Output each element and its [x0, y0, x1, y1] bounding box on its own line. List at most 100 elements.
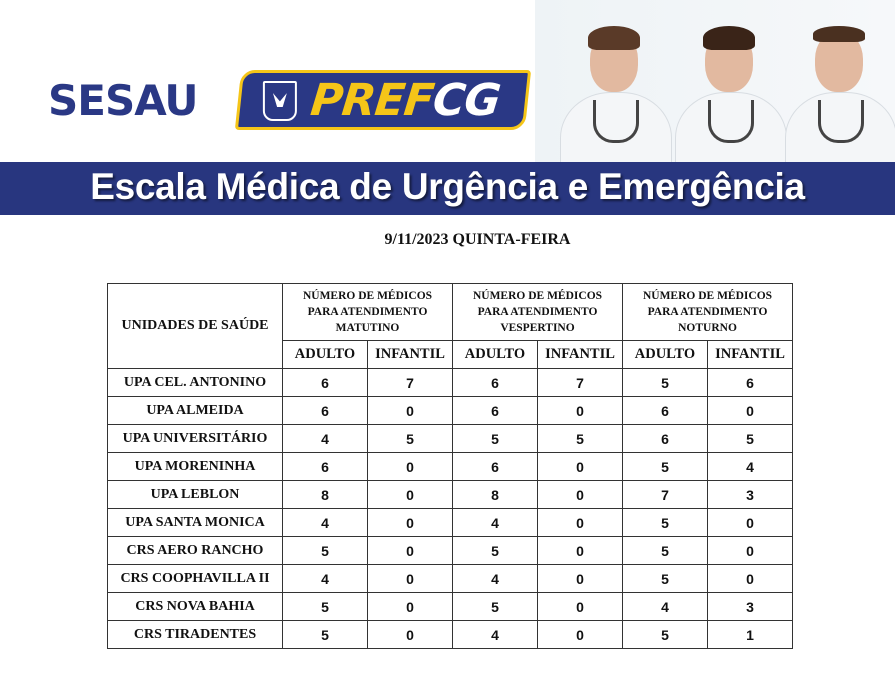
doctor-count-cell: 4 [622, 592, 708, 621]
doctor-count-cell: 5 [452, 592, 538, 621]
doctor-count-cell: 6 [707, 368, 793, 397]
schedule-date: 9/11/2023 QUINTA-FEIRA [384, 231, 571, 248]
doctor-count-cell: 5 [537, 424, 623, 453]
table-row: UPA UNIVERSITÁRIO 4 5 5 5 6 5 [107, 424, 793, 453]
subheader-adulto: ADULTO [622, 340, 708, 369]
doctor-count-cell: 6 [452, 368, 538, 397]
unit-name: UPA UNIVERSITÁRIO [107, 424, 283, 453]
doctor-count-cell: 7 [622, 480, 708, 509]
doctor-figure [555, 22, 675, 162]
doctor-count-cell: 4 [282, 508, 368, 537]
doctor-count-cell: 5 [622, 452, 708, 481]
sesau-logo: SESAU [48, 76, 199, 125]
table-row: CRS COOPHAVILLA II 4 0 4 0 5 0 [107, 564, 793, 593]
doctor-count-cell: 6 [282, 396, 368, 425]
doctor-count-cell: 4 [452, 508, 538, 537]
doctor-count-cell: 6 [622, 396, 708, 425]
doctor-count-cell: 0 [707, 536, 793, 565]
doctor-count-cell: 5 [622, 508, 708, 537]
table-row: UPA SANTA MONICA 4 0 4 0 5 0 [107, 508, 793, 537]
doctor-count-cell: 6 [452, 396, 538, 425]
doctor-count-cell: 0 [537, 564, 623, 593]
doctor-count-cell: 6 [452, 452, 538, 481]
unit-header: UNIDADES DE SAÚDE [107, 283, 283, 369]
doctor-count-cell: 5 [707, 424, 793, 453]
shift-header-vespertino: NÚMERO DE MÉDICOS PARA ATENDIMENTO VESPERT… [452, 283, 623, 341]
doctor-count-cell: 0 [537, 508, 623, 537]
doctor-count-cell: 6 [622, 424, 708, 453]
unit-name: UPA CEL. ANTONINO [107, 368, 283, 397]
doctor-count-cell: 0 [367, 592, 453, 621]
title-banner: Escala Médica de Urgência e Emergência [0, 162, 895, 215]
doctor-count-cell: 8 [282, 480, 368, 509]
table-row: CRS NOVA BAHIA 5 0 5 0 4 3 [107, 592, 793, 621]
doctor-count-cell: 1 [707, 620, 793, 649]
doctors-photo [535, 0, 895, 162]
doctor-count-cell: 0 [367, 396, 453, 425]
doctor-count-cell: 5 [282, 592, 368, 621]
unit-name: UPA MORENINHA [107, 452, 283, 481]
doctor-count-cell: 7 [367, 368, 453, 397]
doctor-count-cell: 0 [367, 480, 453, 509]
schedule-table: UNIDADES DE SAÚDE NÚMERO DE MÉDICOS PARA … [107, 283, 793, 649]
doctor-figure [670, 22, 790, 162]
doctor-count-cell: 8 [452, 480, 538, 509]
doctor-count-cell: 4 [282, 424, 368, 453]
doctor-count-cell: 5 [282, 620, 368, 649]
prefcg-logo: PREFCG [234, 70, 532, 130]
doctor-count-cell: 0 [537, 620, 623, 649]
doctor-count-cell: 5 [622, 620, 708, 649]
city-crest-icon [262, 81, 297, 121]
doctor-count-cell: 4 [452, 620, 538, 649]
page-title: Escala Médica de Urgência e Emergência [90, 166, 805, 207]
doctor-count-cell: 5 [282, 536, 368, 565]
doctor-count-cell: 5 [622, 536, 708, 565]
doctor-count-cell: 0 [367, 536, 453, 565]
doctor-count-cell: 4 [707, 452, 793, 481]
doctor-count-cell: 5 [622, 564, 708, 593]
prefcg-logo-text: PREFCG [308, 75, 502, 126]
table-row: UPA ALMEIDA 6 0 6 0 6 0 [107, 396, 793, 425]
subheader-infantil: INFANTIL [707, 340, 793, 369]
doctor-count-cell: 0 [707, 396, 793, 425]
unit-name: CRS TIRADENTES [107, 620, 283, 649]
shift-header-matutino: NÚMERO DE MÉDICOS PARA ATENDIMENTO MATUTIN… [282, 283, 453, 341]
doctor-count-cell: 5 [452, 424, 538, 453]
doctor-count-cell: 0 [537, 452, 623, 481]
table-row: UPA CEL. ANTONINO 6 7 6 7 5 6 [107, 368, 793, 397]
unit-name: UPA SANTA MONICA [107, 508, 283, 537]
unit-name: CRS NOVA BAHIA [107, 592, 283, 621]
doctor-count-cell: 0 [707, 508, 793, 537]
doctor-count-cell: 6 [282, 452, 368, 481]
pref-text: PREF [308, 75, 436, 126]
doctor-figure [780, 22, 895, 162]
table-row: CRS AERO RANCHO 5 0 5 0 5 0 [107, 536, 793, 565]
subheader-adulto: ADULTO [282, 340, 368, 369]
doctor-count-cell: 5 [622, 368, 708, 397]
unit-name: UPA ALMEIDA [107, 396, 283, 425]
doctor-count-cell: 0 [537, 592, 623, 621]
doctor-count-cell: 7 [537, 368, 623, 397]
doctor-count-cell: 0 [367, 452, 453, 481]
doctor-count-cell: 5 [452, 536, 538, 565]
shift-header-noturno: NÚMERO DE MÉDICOS PARA ATENDIMENTO NOTURNO [622, 283, 793, 341]
unit-name: CRS COOPHAVILLA II [107, 564, 283, 593]
doctor-count-cell: 0 [367, 620, 453, 649]
doctor-count-cell: 5 [367, 424, 453, 453]
doctor-count-cell: 4 [452, 564, 538, 593]
doctor-count-cell: 0 [537, 396, 623, 425]
doctor-count-cell: 0 [367, 508, 453, 537]
doctor-count-cell: 0 [537, 536, 623, 565]
subheader-infantil: INFANTIL [537, 340, 623, 369]
table-row: UPA MORENINHA 6 0 6 0 5 4 [107, 452, 793, 481]
doctor-count-cell: 3 [707, 592, 793, 621]
doctor-count-cell: 4 [282, 564, 368, 593]
unit-name: UPA LEBLON [107, 480, 283, 509]
doctor-count-cell: 6 [282, 368, 368, 397]
doctor-count-cell: 3 [707, 480, 793, 509]
cg-text: CG [430, 75, 503, 126]
subheader-adulto: ADULTO [452, 340, 538, 369]
table-row: UPA LEBLON 8 0 8 0 7 3 [107, 480, 793, 509]
doctor-count-cell: 0 [707, 564, 793, 593]
table-row: CRS TIRADENTES 5 0 4 0 5 1 [107, 620, 793, 649]
